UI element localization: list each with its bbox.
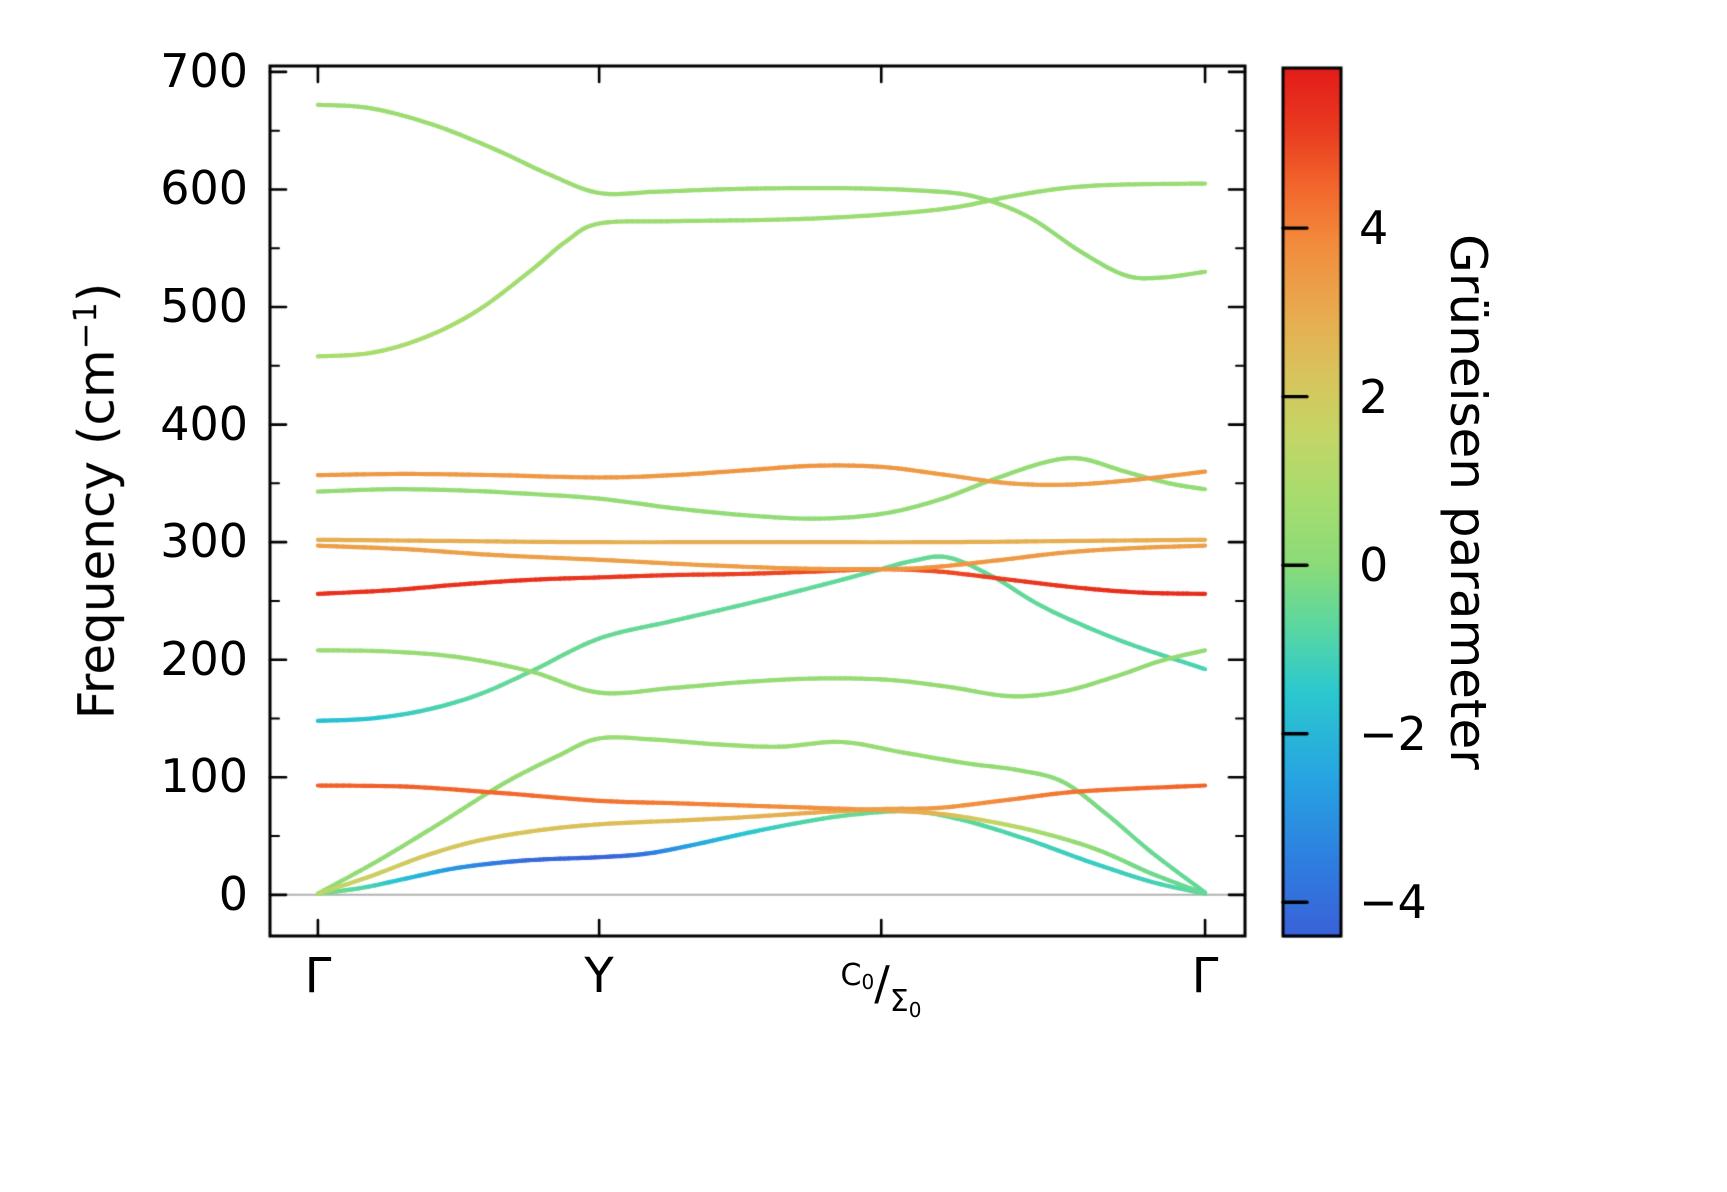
- y-tick-label: 500: [160, 278, 248, 333]
- x-tick-c0-sigma0: C0/Σ0: [841, 956, 922, 1022]
- y-axis-label-text: Frequency (cm: [67, 349, 126, 720]
- colorbar-tick-label: −2: [1359, 706, 1427, 761]
- y-axis-label-close: ): [67, 282, 126, 303]
- y-axis-label-superscript: −1: [66, 302, 105, 350]
- colorbar-label: Grüneisen parameter: [1439, 234, 1497, 770]
- y-tick-label: 600: [160, 161, 248, 216]
- x-tick-gamma-left: Γ: [304, 948, 332, 1004]
- colorbar-tick-label: 4: [1359, 201, 1389, 256]
- y-tick-label: 300: [160, 514, 248, 569]
- x-tick-c0: C0: [840, 958, 875, 994]
- colorbar-tick-label: 0: [1359, 538, 1389, 593]
- y-axis-label: Frequency (cm−1): [66, 283, 126, 720]
- colorbar-tick-label: −4: [1359, 875, 1427, 930]
- y-tick-label: 100: [160, 749, 248, 804]
- x-tick-slash: /: [874, 956, 890, 1010]
- colorbar-tick-label: 2: [1359, 369, 1389, 424]
- y-tick-label: 400: [160, 396, 248, 451]
- y-tick-label: 0: [218, 866, 248, 921]
- y-tick-label: 700: [160, 43, 248, 98]
- y-tick-label: 200: [160, 631, 248, 686]
- x-tick-gamma-right: Γ: [1191, 948, 1219, 1004]
- x-tick-y-point: Y: [584, 948, 614, 1004]
- x-tick-sigma0: Σ0: [889, 984, 922, 1022]
